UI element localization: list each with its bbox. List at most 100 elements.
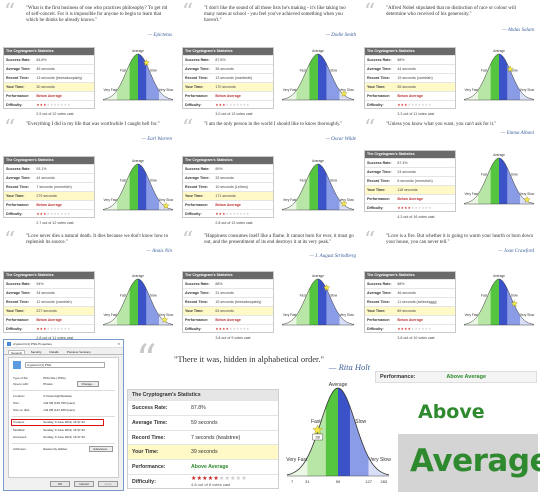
tab-details[interactable]: Details <box>49 350 59 354</box>
rating-stars[interactable]: ★★★★★★★★★★ <box>215 212 250 216</box>
curve-label-average: Average <box>493 49 505 53</box>
curve-outline <box>463 278 535 325</box>
your-time-star-icon <box>161 316 169 323</box>
value-your-time: 55 seconds <box>397 85 416 89</box>
rating-stars[interactable]: ★★★★★★★★★★ <box>397 327 432 331</box>
advanced-button[interactable]: Advanced... <box>89 446 113 452</box>
stats-header: The Cryptogram's Statistics <box>4 272 94 279</box>
row-key: Modified: <box>13 428 26 432</box>
label-avg: Average Time: <box>185 67 210 71</box>
label-record: Record Time: <box>367 76 390 80</box>
your-time-star-icon <box>162 202 170 209</box>
curve-band <box>325 388 338 476</box>
rating-stars[interactable]: ★★★★★★★★★★ <box>36 327 71 331</box>
row-key: Accessed: <box>13 435 27 439</box>
curve-label-very-fast: Very Fast <box>286 457 308 463</box>
value-success: 87.4% <box>397 161 408 165</box>
rating-stars[interactable]: ★★★★★★★★★★ <box>215 327 250 331</box>
filename-input[interactable]: cryptocrrn(1).PNG <box>25 362 105 368</box>
label-success: Success Rate: <box>6 282 31 286</box>
curve-label-slow: Slow <box>330 178 338 182</box>
value-success: 88% <box>215 282 223 286</box>
bell-curve-chart: Average Fast Slow Very Fast Very Slow <box>281 49 354 101</box>
curve-band <box>103 90 117 100</box>
curve-band <box>499 54 508 100</box>
label-difficulty: Difficulty: <box>6 103 23 107</box>
label-your-time: Your Time: <box>367 309 386 313</box>
bell-curve-chart: Average Fast Slow Very Fast Very Slow <box>102 159 174 211</box>
label-success: Success Rate: <box>185 167 210 171</box>
quote-author: — Epictetus <box>147 33 172 38</box>
value-avg: 34 seconds <box>36 291 55 295</box>
label-your-time: Your Time: <box>6 194 25 198</box>
value-your-time: 227 seconds <box>36 309 57 313</box>
value-record: 12 seconds (camtrish) <box>36 300 72 304</box>
value-success: 84.8% <box>36 58 47 62</box>
curve-label-very-fast: Very Fast <box>465 192 479 196</box>
tab-previous-versions[interactable]: Previous Versions <box>66 350 91 354</box>
change-button[interactable]: Change... <box>77 381 99 387</box>
curve-label-average: Average <box>132 159 144 163</box>
curve-band <box>309 279 318 325</box>
row-key: Opens with: <box>13 382 29 386</box>
curve-band <box>159 90 173 100</box>
value-your-time: 118 seconds <box>397 188 418 192</box>
curve-band <box>507 168 520 204</box>
curve-band <box>326 289 340 325</box>
curve-band <box>138 164 147 210</box>
tab-security[interactable]: Security <box>30 350 42 354</box>
stats-header: The Cryptogram's Statistics <box>365 272 455 279</box>
row-value: C:\Users\rgh\Desktop <box>43 394 72 398</box>
label-success: Success Rate: <box>6 58 31 62</box>
curve-band <box>159 315 173 325</box>
value-performance: Below Average <box>397 197 423 201</box>
rating-stars[interactable]: ★★★★★★★★★★ <box>36 103 71 107</box>
curve-band <box>326 64 340 100</box>
rating-stars[interactable]: ★★★★★★★★★★ <box>215 103 250 107</box>
main-quote: “ "There it was, hidden in alphabetical … <box>136 340 370 380</box>
curve-label-very-slow: Very Slow <box>520 313 535 317</box>
row-key: Size: <box>13 401 20 405</box>
quote-mark-icon: “ <box>182 116 194 141</box>
value-your-time: 39 seconds <box>191 449 218 456</box>
curve-label-very-fast: Very Fast <box>104 88 118 92</box>
cancel-button[interactable]: Cancel <box>74 481 94 487</box>
row-value[interactable]: Read-only Hidden <box>43 447 68 451</box>
curve-band <box>117 289 130 325</box>
curve-label-fast: Fast <box>120 178 126 182</box>
general-panel: cryptocrrn(1).PNG Type of file: PNG File … <box>8 357 119 478</box>
quote-card-8: “ "Happiness consumes itself like a flam… <box>182 230 360 266</box>
rating-stars[interactable]: ★★★★★★★★★★ <box>397 206 432 210</box>
value-your-time: 170 seconds <box>215 85 236 89</box>
curve-band <box>129 279 138 325</box>
close-icon[interactable]: ✕ <box>117 341 120 346</box>
curve-label-fast: Fast <box>300 68 306 72</box>
label-your-time: Your Time: <box>185 194 204 198</box>
ok-button[interactable]: OK <box>50 481 70 487</box>
rating-stars[interactable]: ★★★★★★★★★★ <box>36 212 71 216</box>
curve-band <box>339 90 354 100</box>
rating-votes: 2.9 out of 12 votes cast <box>36 112 74 116</box>
label-performance: Performance: <box>132 464 166 471</box>
row-value: Sunday, 9 June 2019, 14:37:23 <box>43 428 85 432</box>
row-value: Sunday, 9 June 2019, 14:37:23 <box>43 420 85 424</box>
rating-stars[interactable]: ★★★★★★★★★★ <box>191 475 247 482</box>
curve-band <box>338 388 351 476</box>
curve-label-fast: Fast <box>120 293 126 297</box>
curve-label-slow: Slow <box>330 293 338 297</box>
tick-label: 127 <box>365 479 372 484</box>
label-avg: Average Time: <box>367 291 392 295</box>
curve-outline <box>463 53 535 100</box>
curve-label-very-fast: Very Fast <box>283 88 297 92</box>
label-difficulty: Difficulty: <box>367 103 384 107</box>
dialog-titlebar[interactable]: cryptocrrn(1).PNG Properties ✕ <box>4 340 123 348</box>
rating-stars[interactable]: ★★★★★★★★★★ <box>397 103 432 107</box>
value-record: 15 seconds (camtrish) <box>397 76 433 80</box>
your-time-star-icon <box>510 300 518 307</box>
tab-general[interactable]: General <box>8 350 25 355</box>
apply-button[interactable]: Apply <box>98 481 118 487</box>
average-zoom-box: Average <box>398 434 540 492</box>
quote-text: "There it was, hidden in alphabetical or… <box>174 354 324 364</box>
curve-outline <box>102 163 174 210</box>
curve-band <box>520 90 534 100</box>
